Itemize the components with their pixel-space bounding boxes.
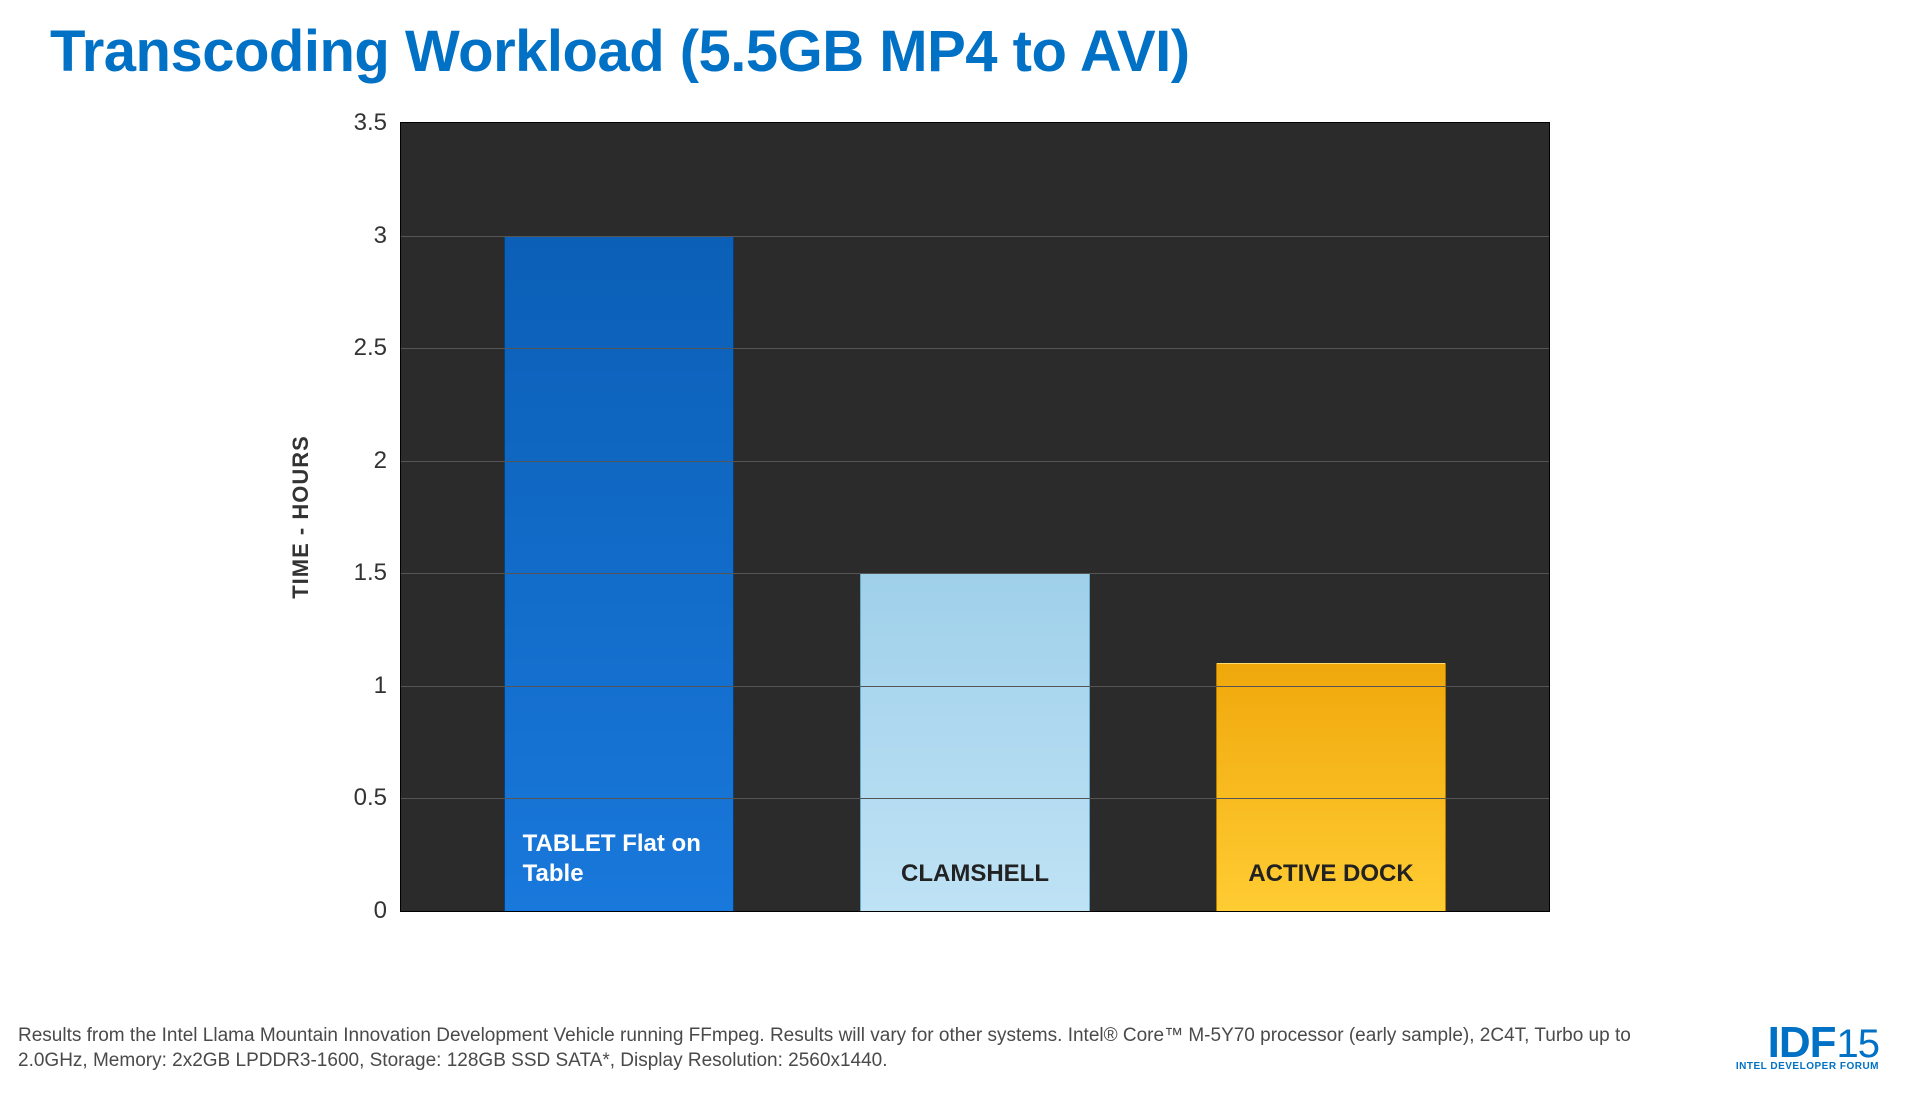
grid-line (401, 461, 1549, 462)
bar-label: ACTIVE DOCK (1217, 843, 1446, 911)
idf-logo: IDF15 INTEL DEVELOPER FORUM (1736, 1024, 1879, 1072)
bar: CLAMSHELL (860, 573, 1091, 911)
idf-logo-sub: INTEL DEVELOPER FORUM (1736, 1061, 1879, 1072)
footnote-text: Results from the Intel Llama Mountain In… (18, 1023, 1679, 1074)
y-tick-label: 3 (374, 222, 387, 250)
grid-line (401, 573, 1549, 574)
grid-line (401, 686, 1549, 687)
bar: ACTIVE DOCK (1216, 663, 1447, 911)
grid-line (401, 348, 1549, 349)
y-tick-label: 0 (374, 897, 387, 925)
y-tick-label: 3.5 (354, 109, 387, 137)
grid-line (401, 798, 1549, 799)
bar-slot: CLAMSHELL (815, 123, 1135, 911)
bar-slot: ACTIVE DOCK (1171, 123, 1491, 911)
idf-logo-bold: IDF (1768, 1024, 1836, 1061)
grid-line (401, 236, 1549, 237)
y-tick-label: 2.5 (354, 334, 387, 362)
bars-group: TABLET Flat on Table CLAMSHELL ACTIVE DOCK (401, 123, 1549, 911)
y-tick-label: 1 (374, 672, 387, 700)
idf-logo-main: IDF15 (1736, 1024, 1879, 1061)
idf-logo-thin: 15 (1837, 1027, 1880, 1061)
bar-slot: TABLET Flat on Table (459, 123, 779, 911)
y-tick-label: 1.5 (354, 559, 387, 587)
y-tick-label: 0.5 (354, 784, 387, 812)
y-axis-label: TIME - HOURS (288, 435, 314, 599)
chart-container: TIME - HOURS TABLET Flat on Table CLAMSHE… (270, 102, 1560, 972)
bar-label: TABLET Flat on Table (505, 813, 734, 911)
bar-label: CLAMSHELL (861, 843, 1090, 911)
page-title: Transcoding Workload (5.5GB MP4 to AVI) (0, 0, 1909, 85)
y-tick-label: 2 (374, 447, 387, 475)
plot-area: TIME - HOURS TABLET Flat on TableCLAMSHE… (400, 122, 1550, 912)
